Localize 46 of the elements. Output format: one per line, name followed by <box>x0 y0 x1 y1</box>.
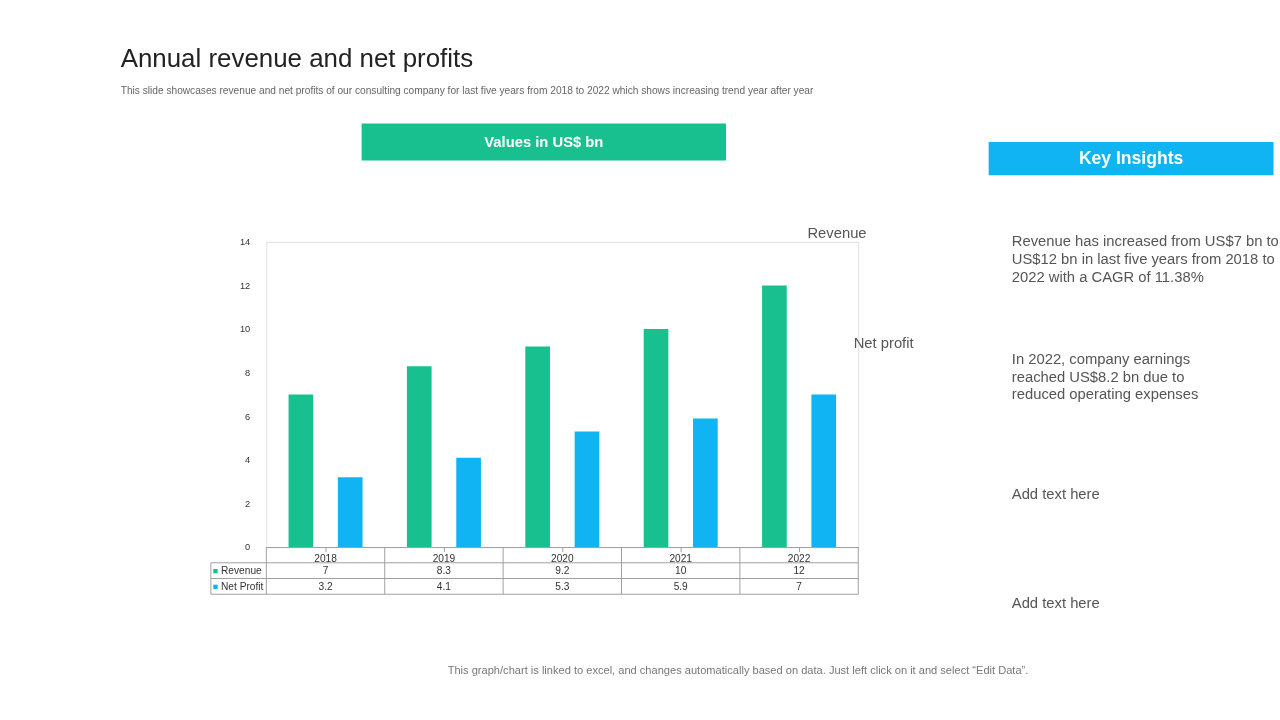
text: Values in US$ bn <box>484 133 604 150</box>
y-tick-label: 0 <box>245 542 251 553</box>
y-tick-label: 2 <box>245 498 251 509</box>
bar <box>337 477 363 548</box>
chart-subtitle: This slide showcases revenue and net profits of our consulting company for last five years from 2018 to 2022 which shows increasing trend year after year <box>120 84 814 96</box>
data-label: 7 <box>796 580 803 592</box>
data-label: 3.2 <box>318 580 333 592</box>
data-label: 8.3 <box>436 564 452 576</box>
bar <box>406 366 432 548</box>
x-tick-label: 2020 <box>551 553 574 565</box>
y-tick-label: 12 <box>239 280 251 291</box>
bar <box>811 394 837 548</box>
y-tick-label: 10 <box>239 324 251 335</box>
x-tick-label: 2021 <box>669 553 693 565</box>
y-tick-label: 4 <box>245 455 251 466</box>
x-tick-label: 2018 <box>314 553 338 565</box>
x-tick-label: 2022 <box>787 553 811 565</box>
data-label: 5.9 <box>673 580 689 592</box>
text: This graph/chart is linked to excel, and changes automatically based on data. Just left click on it and select “Edit Data”. <box>447 663 1029 676</box>
bar <box>574 431 600 548</box>
text: Add text here <box>1011 485 1100 502</box>
bar <box>762 285 787 548</box>
data-label: 9.2 <box>555 564 570 576</box>
data-label: 7 <box>322 564 329 576</box>
data-label: 10 <box>675 564 687 576</box>
x-tick-label: 2019 <box>432 553 456 565</box>
text: In 2022, company earnings reached US$8.2 bn due to reduced operating expenses <box>1011 350 1199 403</box>
y-tick-label: 14 <box>239 237 251 248</box>
text: Add text here <box>1011 595 1100 612</box>
text: Revenue has increased from US$7 bn to US$12 bn in last five years from 2018 to 2022 with a CAGR of 11.38% <box>1011 233 1279 285</box>
y-tick-label: 8 <box>245 367 251 378</box>
bar <box>693 418 718 548</box>
legend-label: Net Profit <box>221 580 264 592</box>
bar <box>288 394 314 548</box>
legend-label: Revenue <box>221 564 263 576</box>
data-label: 5.3 <box>555 580 570 592</box>
annotation: Net profit <box>853 335 914 352</box>
text: Key Insights <box>1078 148 1184 169</box>
bar <box>643 329 669 548</box>
data-label: 4.1 <box>436 580 452 592</box>
bar <box>456 457 481 548</box>
data-label: 12 <box>793 564 806 576</box>
y-tick-label: 6 <box>245 411 251 422</box>
chart-title: Annual revenue and net profits <box>120 44 474 73</box>
bar <box>525 346 550 548</box>
text: Revenue <box>807 225 867 242</box>
